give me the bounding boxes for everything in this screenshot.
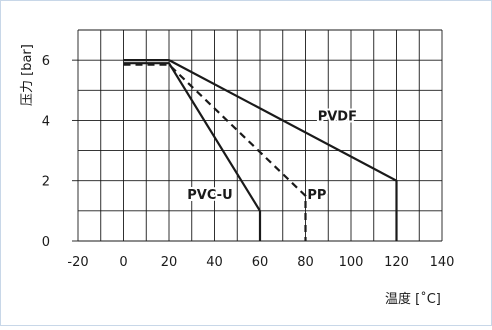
y-axis-label: 压力 [bar] [20, 44, 35, 106]
series-label-pp: PP [307, 188, 326, 203]
pressure-temperature-chart: -20 0 20 40 60 80 100 120 140 0 2 4 6 PVDF PP PVC-U 压力… [20, 29, 455, 307]
series-label-pvc-u: PVC-U [187, 188, 232, 203]
x-axis-label: 温度 [˚C] [385, 291, 441, 307]
series-line-pvdf [123, 58, 398, 241]
series-line-pp [123, 63, 307, 241]
x-tick-label: 140 [430, 255, 455, 270]
x-tick-label: 40 [206, 255, 223, 270]
series-lines [123, 58, 398, 241]
chart-labels: PVDF PP PVC-U [185, 107, 359, 204]
axes: -20 0 20 40 60 80 100 120 140 0 2 4 6 [42, 54, 455, 270]
x-tick-label: 80 [297, 255, 314, 270]
x-tick-label: 60 [252, 255, 269, 270]
y-tick-label: 2 [42, 175, 50, 190]
series-label-pvdf: PVDF [318, 109, 357, 124]
x-tick-label: 0 [119, 255, 127, 270]
x-tick-label: -20 [67, 255, 88, 270]
y-tick-label: 6 [42, 54, 50, 69]
y-tick-label: 4 [42, 114, 50, 129]
x-tick-label: 120 [384, 255, 409, 270]
series-line-pvc-u [123, 62, 262, 241]
x-tick-label: 20 [161, 255, 178, 270]
y-tick-label: 0 [42, 235, 50, 250]
x-tick-label: 100 [339, 255, 364, 270]
